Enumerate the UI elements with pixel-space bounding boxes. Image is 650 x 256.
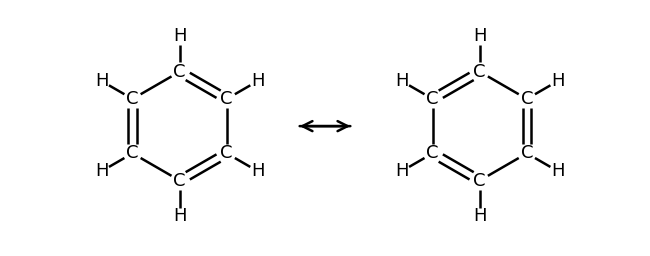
Text: C: C bbox=[220, 144, 233, 162]
Text: C: C bbox=[126, 144, 138, 162]
Text: C: C bbox=[220, 90, 233, 108]
Text: C: C bbox=[126, 90, 138, 108]
Text: H: H bbox=[395, 72, 408, 90]
Text: H: H bbox=[395, 162, 408, 180]
Text: C: C bbox=[473, 63, 486, 81]
Text: C: C bbox=[521, 90, 533, 108]
Text: H: H bbox=[251, 72, 265, 90]
Text: H: H bbox=[173, 27, 187, 45]
Text: C: C bbox=[473, 172, 486, 189]
Text: C: C bbox=[521, 144, 533, 162]
Text: C: C bbox=[174, 63, 186, 81]
Text: H: H bbox=[251, 162, 265, 180]
Text: C: C bbox=[174, 172, 186, 189]
Text: C: C bbox=[426, 144, 439, 162]
Text: H: H bbox=[95, 162, 109, 180]
Text: H: H bbox=[173, 207, 187, 225]
Text: C: C bbox=[426, 90, 439, 108]
Text: H: H bbox=[473, 207, 486, 225]
Text: H: H bbox=[95, 72, 109, 90]
Text: H: H bbox=[473, 27, 486, 45]
Text: H: H bbox=[551, 72, 564, 90]
Text: H: H bbox=[551, 162, 564, 180]
